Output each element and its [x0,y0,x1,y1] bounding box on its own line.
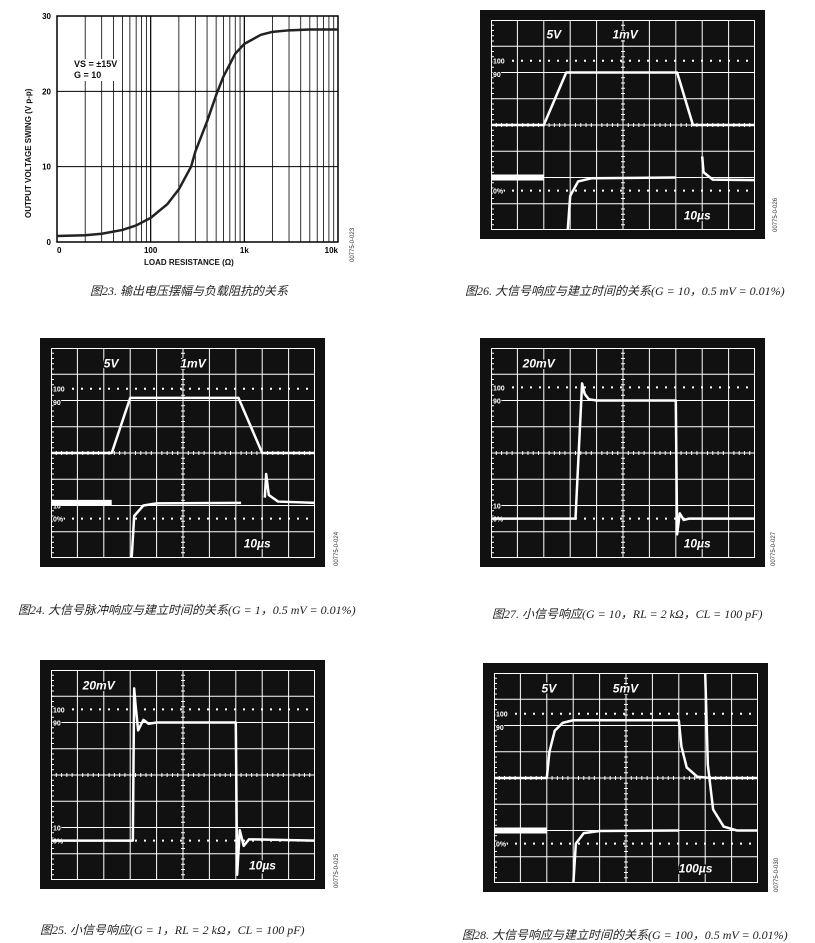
side-label: 100 [493,385,505,392]
trace [51,687,315,876]
scale-label: 10µs [244,537,271,551]
scale-label: 1mV [612,27,638,41]
x-tick-label: 1k [240,246,249,255]
fig26-scope: 100 90 10 0% 5V 1mV 10µs [480,10,765,239]
fig23-annotation: VS = ±15V G = 10 [72,59,120,81]
scale-label: 100µs [679,862,713,876]
trace [703,673,758,832]
side-label: 90 [493,399,501,406]
side-label: 0% [496,842,507,849]
scale-label: 5V [546,27,562,41]
trace [566,176,676,230]
trace [494,719,758,780]
scale-label: 5mV [613,682,639,696]
y-tick-label: 20 [42,87,51,96]
scope-screen: 100 90 10 0% 20mV 10µs [491,348,755,558]
side-label: 100 [53,707,65,714]
y-tick-label: 0 [47,238,52,247]
scope-screen: 100 90 10 0% 5V 1mV 10µs [51,348,315,558]
y-tick-label: 30 [42,12,51,21]
scale-label: 5V [542,682,558,696]
trace [51,396,315,455]
fig24-scope: 100 90 10 0% 5V 1mV 10µs [40,338,325,567]
x-tick-label: 10k [325,246,339,255]
trace [491,71,755,127]
fig24-caption: 图24. 大信号脉冲响应与建立时间的关系(G = 1，0.5 mV = 0.01… [18,603,356,617]
scale-label: 10µs [684,537,711,551]
fig24-id: 00775-0-024 [334,531,340,566]
fig23-caption: 图23. 输出电压摆幅与负载阻抗的关系 [90,284,289,298]
data-line-output-swing [56,28,338,238]
side-label: 90 [53,721,61,728]
side-label: 0% [493,189,504,196]
side-label: 90 [496,725,504,732]
trace [263,472,315,505]
side-label: 0% [53,517,64,524]
x-tick-label: 0 [57,246,62,255]
side-label: 10 [53,504,61,511]
fig26-id: 00775-0-026 [773,197,779,232]
scale-label: 10µs [684,209,711,223]
scale-label: 10µs [249,859,276,873]
side-label: 0% [493,517,504,524]
scale-label: 1mV [180,357,206,371]
fig28-caption: 图28. 大信号响应与建立时间的关系(G = 100，0.5 mV = 0.01… [462,928,788,942]
trace [491,382,755,536]
scope-screen: 100 90 10 0% 20mV 10µs [51,670,315,880]
side-label: 10 [493,504,501,511]
fig27-scope: 100 90 10 0% 20mV 10µs [480,338,765,567]
plot-frame [56,15,339,243]
trace [700,156,755,182]
fig27-id: 00775-0-027 [771,531,777,566]
y-axis-label: OUTPUT VOLTAGE SWING (V p-p) [24,88,33,218]
side-label: 10 [53,826,61,833]
fig28-id: 00775-0-030 [774,857,780,892]
side-label: 90 [493,72,501,79]
side-label: 90 [53,400,61,407]
fig25-scope: 100 90 10 0% 20mV 10µs [40,660,325,889]
side-label: 100 [53,387,65,394]
fig26-caption: 图26. 大信号响应与建立时间的关系(G = 10，0.5 mV = 0.01%… [465,284,785,298]
fig28-scope: 100 90 10 0% 5V 5mV 100µs [483,663,768,892]
y-tick-label: 10 [42,163,51,172]
fig23-chart: 0 10 20 30 0 100 1k 10k [42,12,339,255]
scale-label: 20mV [522,357,556,371]
fig23-id: 00775-0-023 [350,227,356,262]
scale-label: 20mV [82,679,116,693]
side-label: 0% [53,839,64,846]
side-label: 100 [496,712,508,719]
trace [572,829,679,883]
trace [130,501,242,558]
scale-label: 5V [104,357,120,371]
x-tick-label: 100 [144,246,158,255]
fig27-caption: 图27. 小信号响应(G = 10，RL = 2 kΩ，CL = 100 pF) [492,607,763,621]
fig25-caption: 图25. 小信号响应(G = 1，RL = 2 kΩ，CL = 100 pF) [40,923,305,937]
side-label: 100 [493,59,505,66]
x-axis-label: LOAD RESISTANCE (Ω) [144,258,234,267]
fig25-id: 00775-0-025 [334,853,340,888]
